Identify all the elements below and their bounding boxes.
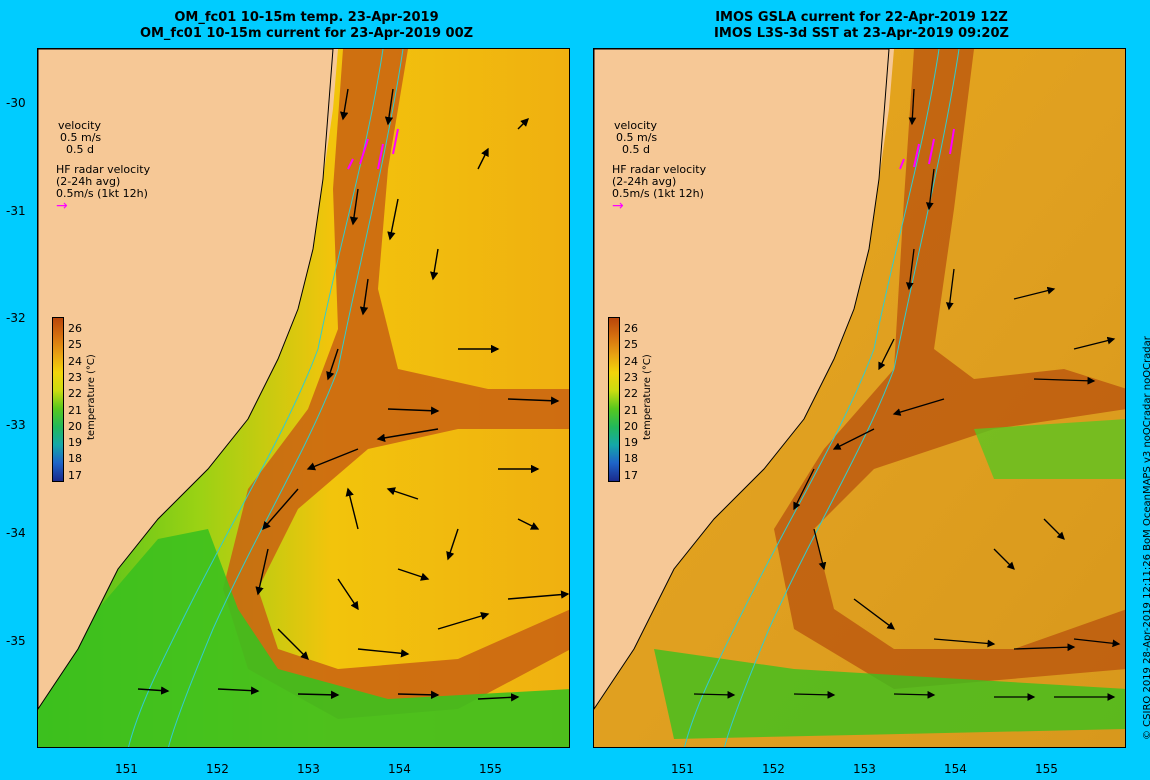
lat-tick-33: -33 xyxy=(6,418,26,432)
right-panel-title: IMOS GSLA current for 22-Apr-2019 12Z IM… xyxy=(595,10,1128,42)
colorbar-tick: 22 xyxy=(68,387,82,401)
left-colorbar-unit: temperature (°C) xyxy=(86,354,97,440)
velocity-label: velocity xyxy=(58,119,101,132)
colorbar-tick: 26 xyxy=(68,322,82,335)
hf-label2-r: (2-24h avg) xyxy=(612,175,677,188)
right-cool-band xyxy=(974,419,1125,479)
velocity-time-r: 0.5 d xyxy=(622,143,650,156)
colorbar-tick: 22 xyxy=(624,387,638,401)
left-hf-radar-arrows xyxy=(347,128,399,170)
hf-arrow-icon-r: → xyxy=(612,198,624,214)
left-velocity-legend: velocity 0.5 m/s 0.5 d HF radar velocity… xyxy=(56,119,151,214)
right-map-panel[interactable] xyxy=(593,48,1126,748)
colorbar-tick: 19 xyxy=(68,436,82,450)
colorbar-tick: 18 xyxy=(624,452,638,466)
right-lon-tick-152: 152 xyxy=(762,762,785,776)
right-hf-radar-arrows xyxy=(899,128,955,170)
colorbar-tick: 26 xyxy=(624,322,638,335)
colorbar-tick: 23 xyxy=(68,370,82,384)
left-velocity-arrows xyxy=(137,88,569,702)
left-map-panel[interactable] xyxy=(37,48,570,748)
colorbar-tick: 19 xyxy=(624,436,638,450)
right-lon-tick-153: 153 xyxy=(853,762,876,776)
left-map-svg xyxy=(38,49,569,747)
colorbar-tick: 24 xyxy=(624,354,638,368)
credit-text: © CSIRO 2019 28-Apr-2019 12:11:26 BoM Oc… xyxy=(1142,336,1150,740)
lat-tick-31: -31 xyxy=(6,204,26,218)
lat-tick-30: -30 xyxy=(6,96,26,110)
colorbar-tick: 25 xyxy=(68,338,82,352)
colorbar-tick: 17 xyxy=(624,468,638,482)
right-map-svg xyxy=(594,49,1125,747)
left-land xyxy=(38,49,334,710)
right-title-line1: IMOS GSLA current for 22-Apr-2019 12Z xyxy=(715,10,1008,25)
right-lon-tick-151: 151 xyxy=(671,762,694,776)
right-cool-south xyxy=(654,649,1125,739)
left-title-line2: OM_fc01 10-15m current for 23-Apr-2019 0… xyxy=(139,26,474,41)
lat-tick-35: -35 xyxy=(6,634,26,648)
colorbar-tick: 17 xyxy=(68,468,82,482)
hf-arrow-icon: → xyxy=(56,198,68,214)
hf-label2: (2-24h avg) xyxy=(56,175,121,188)
velocity-scale: 0.5 m/s xyxy=(60,131,102,144)
hf-scale-r: 0.5m/s (1kt 12h) xyxy=(612,187,704,200)
left-eac-core xyxy=(223,49,569,719)
right-colorbar xyxy=(608,317,620,482)
left-lon-tick-151: 151 xyxy=(115,762,138,776)
right-velocity-legend: velocity 0.5 m/s 0.5 d HF radar velocity… xyxy=(612,119,707,214)
colorbar-tick: 21 xyxy=(624,403,638,417)
right-ocean xyxy=(594,49,1125,747)
right-title-line2: IMOS L3S-3d SST at 23-Apr-2019 09:20Z xyxy=(714,26,1009,41)
right-warm-patch xyxy=(774,49,1125,689)
velocity-time: 0.5 d xyxy=(66,143,94,156)
colorbar-tick: 25 xyxy=(624,338,638,352)
left-lon-tick-154: 154 xyxy=(388,762,411,776)
colorbar-tick: 24 xyxy=(68,354,82,368)
left-panel-title: OM_fc01 10-15m temp. 23-Apr-2019 OM_fc01… xyxy=(40,10,573,42)
lat-tick-32: -32 xyxy=(6,311,26,325)
right-lon-tick-155: 155 xyxy=(1035,762,1058,776)
hf-label1-r: HF radar velocity xyxy=(612,163,707,176)
velocity-label-r: velocity xyxy=(614,119,657,132)
left-title-line1: OM_fc01 10-15m temp. 23-Apr-2019 xyxy=(174,10,439,25)
left-cool-south xyxy=(38,529,569,747)
colorbar-tick: 21 xyxy=(68,403,82,417)
velocity-scale-r: 0.5 m/s xyxy=(616,131,658,144)
hf-label1: HF radar velocity xyxy=(56,163,151,176)
lat-tick-34: -34 xyxy=(6,526,26,540)
hf-scale: 0.5m/s (1kt 12h) xyxy=(56,187,148,200)
colorbar-tick: 23 xyxy=(624,370,638,384)
left-lon-tick-153: 153 xyxy=(297,762,320,776)
left-lon-tick-152: 152 xyxy=(206,762,229,776)
right-lon-tick-154: 154 xyxy=(944,762,967,776)
right-land xyxy=(594,49,890,710)
right-velocity-arrows xyxy=(693,88,1121,701)
left-colorbar xyxy=(52,317,64,482)
colorbar-tick: 18 xyxy=(68,452,82,466)
colorbar-tick: 20 xyxy=(624,419,638,433)
colorbar-tick: 20 xyxy=(68,419,82,433)
right-colorbar-unit: temperature (°C) xyxy=(642,354,653,440)
left-lon-tick-155: 155 xyxy=(479,762,502,776)
